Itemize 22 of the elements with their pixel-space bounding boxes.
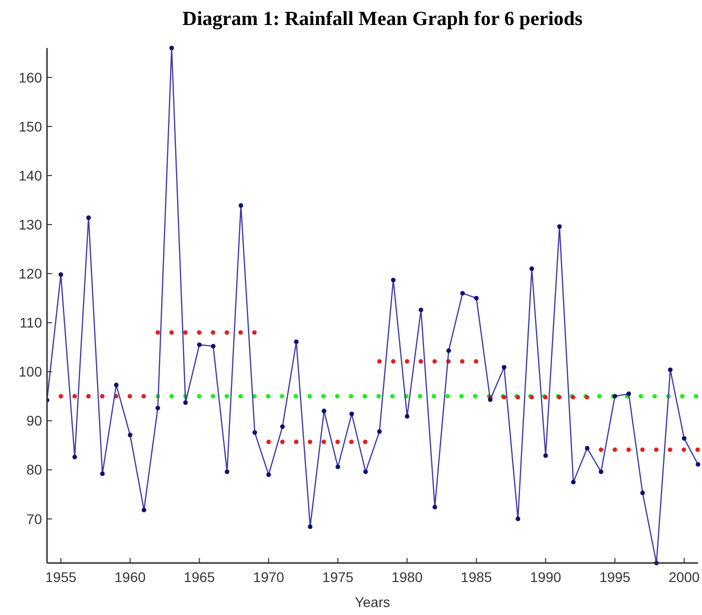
x-tick-label: 1965 <box>184 569 216 585</box>
y-tick-label: 150 <box>18 118 42 134</box>
y-tick-label: 140 <box>18 167 42 184</box>
x-tick-label: 1955 <box>45 569 77 585</box>
x-tick-label: 1985 <box>460 569 492 585</box>
x-axis-title: Years <box>354 594 390 610</box>
y-tick-label: 110 <box>20 314 42 331</box>
x-tick-label: 1975 <box>322 569 354 585</box>
y-tick-label: 70 <box>26 510 42 527</box>
x-tick-label: 1960 <box>114 569 146 585</box>
x-tick-label: 1970 <box>253 569 284 585</box>
chart-title: Diagram 1: Rainfall Mean Graph for 6 periods <box>182 8 583 30</box>
y-tick-label: 80 <box>26 462 42 478</box>
x-tick-label: 1990 <box>530 569 562 585</box>
x-tick-label: 2000 <box>668 569 700 585</box>
x-tick-label: 1980 <box>392 569 423 585</box>
y-tick-label: 100 <box>18 364 42 380</box>
y-tick-label: 160 <box>18 69 42 86</box>
y-tick-label: 120 <box>18 266 42 282</box>
y-tick-label: 90 <box>26 412 42 429</box>
x-tick-label: 1995 <box>599 569 631 585</box>
y-tick-label: 130 <box>18 216 42 232</box>
